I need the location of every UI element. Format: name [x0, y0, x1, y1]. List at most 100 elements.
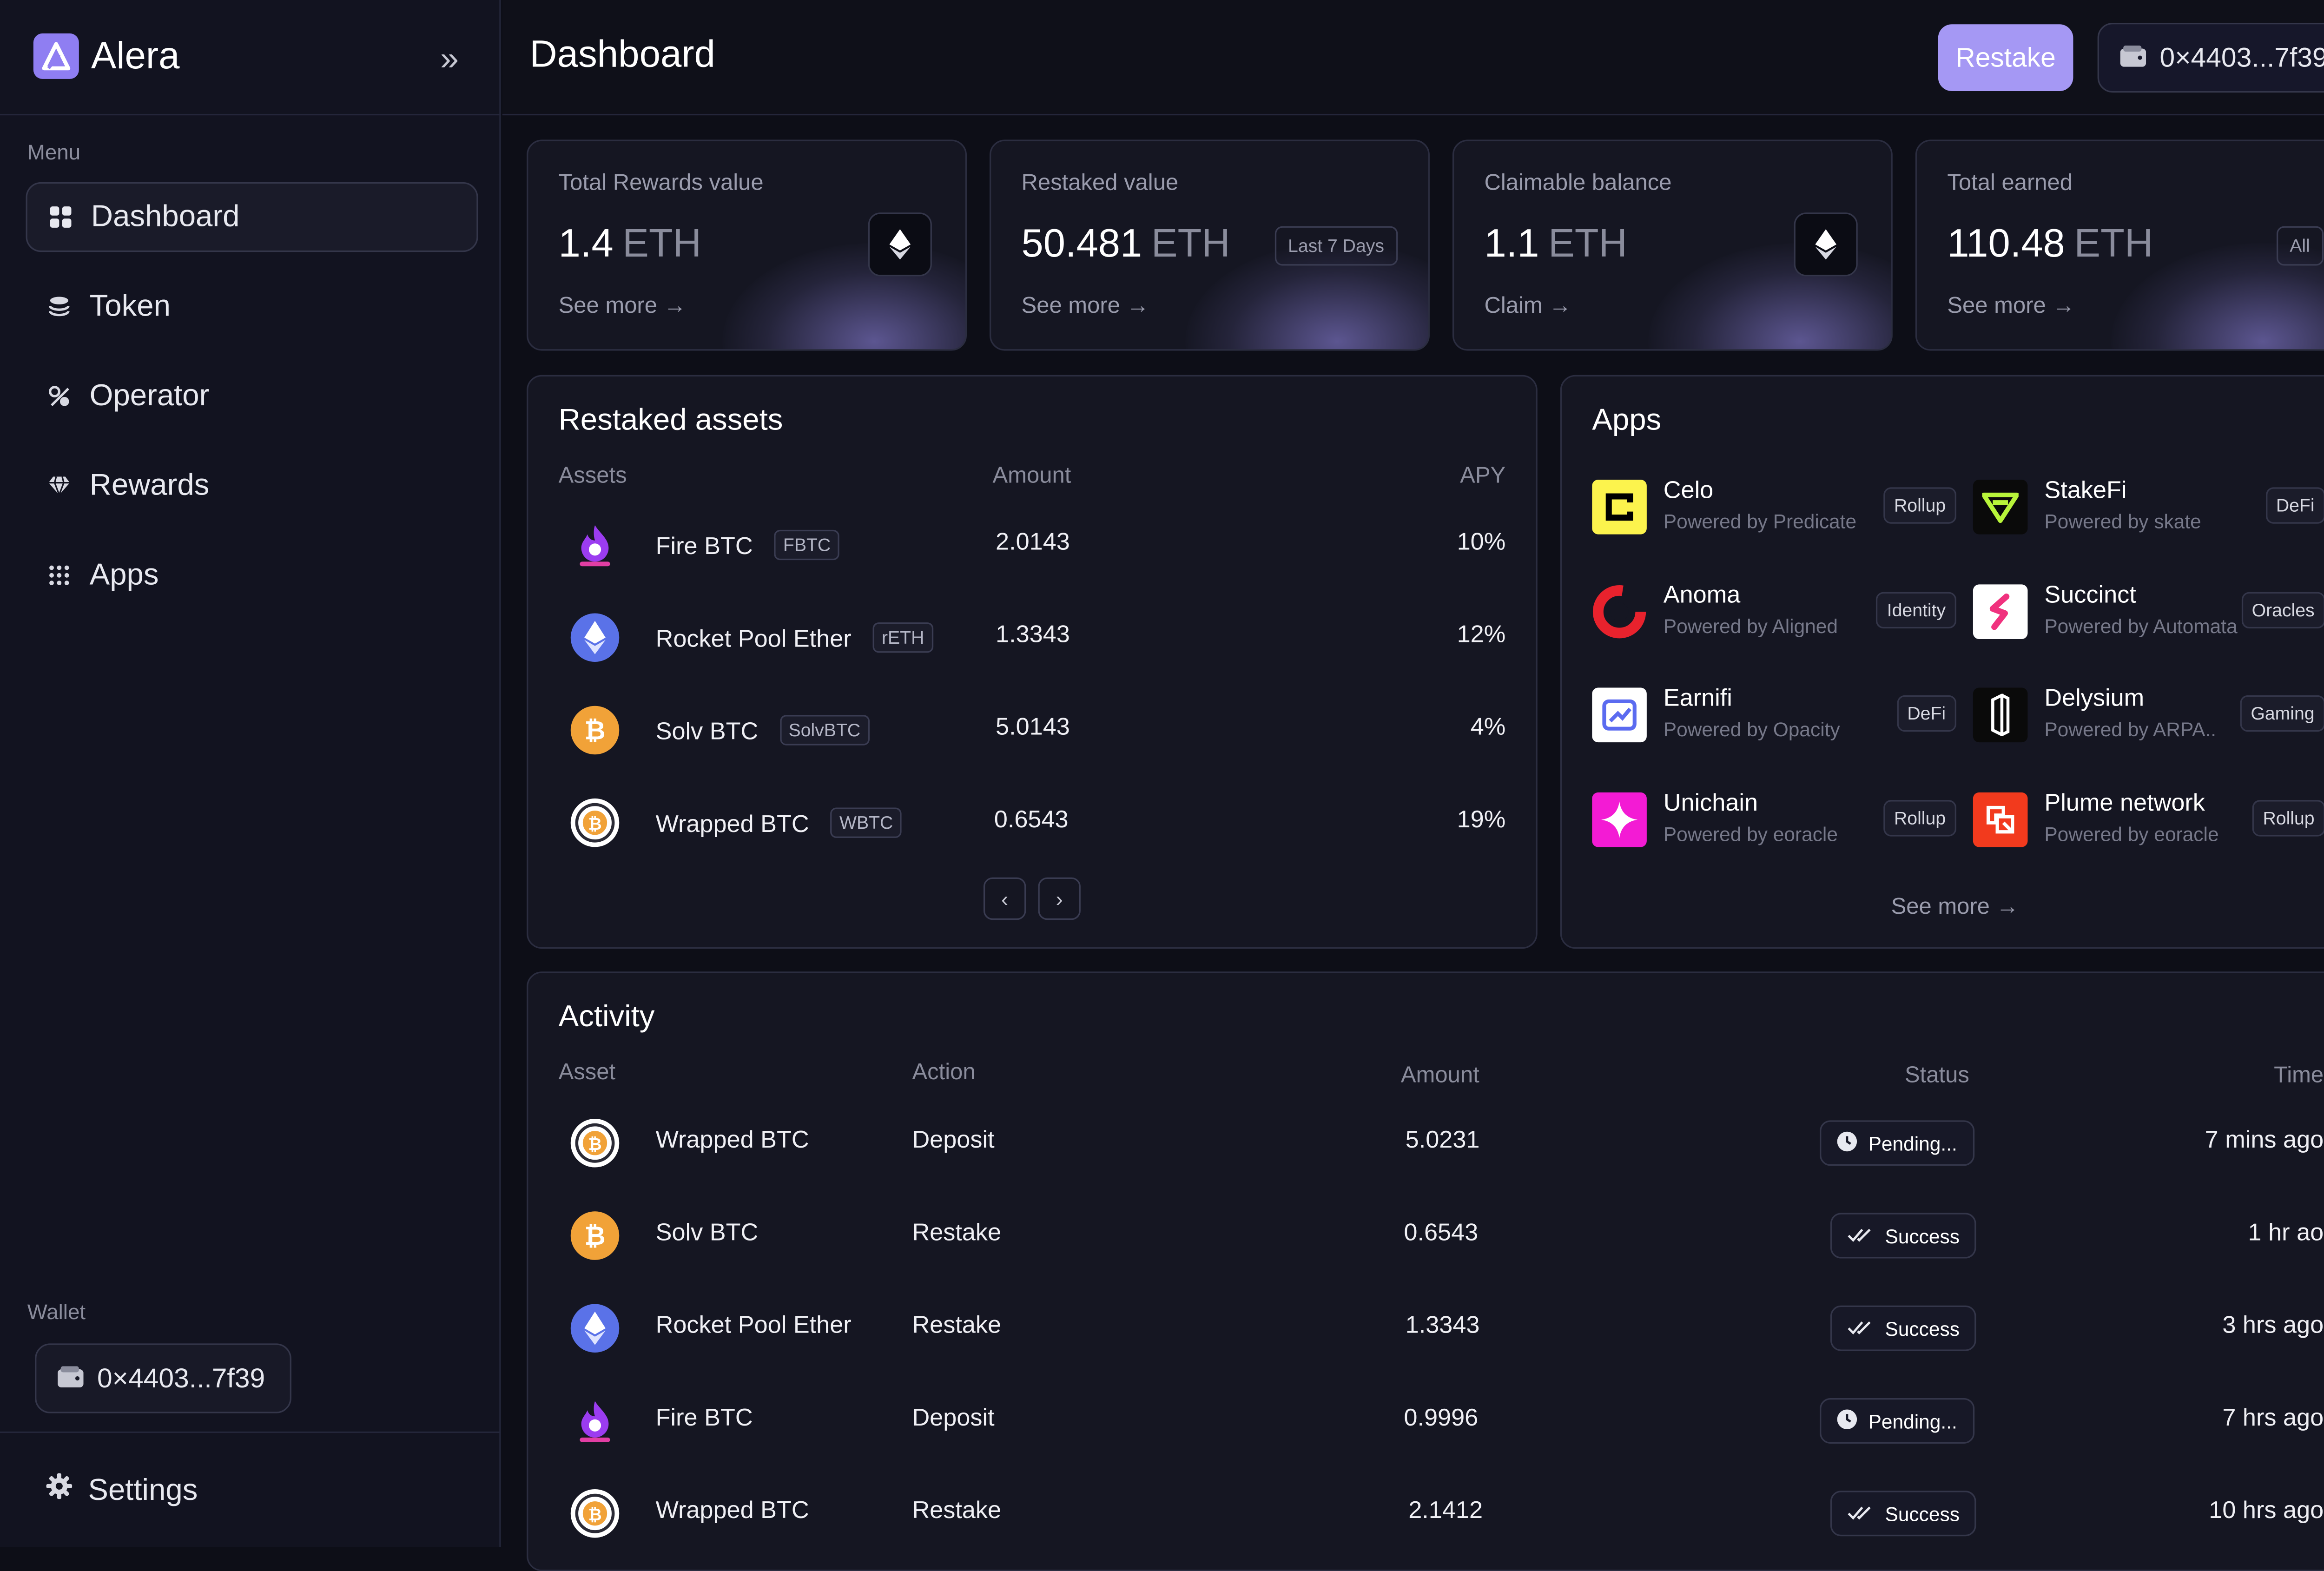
- stat-number: 110.48: [1947, 220, 2065, 266]
- app-item-anoma[interactable]: Anoma Powered by Aligned Identity: [1592, 577, 1956, 647]
- restake-button[interactable]: Restake: [1938, 24, 2073, 91]
- activity-time: 10 hrs ago: [2209, 1498, 2324, 1525]
- app-item-succinct[interactable]: Succinct Powered by Automata Oracles: [1973, 577, 2324, 647]
- asset-name: Fire BTC FBTC: [655, 529, 840, 562]
- column-header: APY: [1460, 463, 1506, 489]
- status-label: Pending...: [1868, 1409, 1957, 1432]
- sidebar-item-label: Token: [89, 289, 171, 323]
- asset-amount: 5.0143: [996, 715, 1070, 741]
- svg-text:₿: ₿: [588, 1135, 601, 1154]
- wallet-address-button[interactable]: 0×4403...7f39: [2097, 22, 2324, 93]
- sidebar-item-label: Rewards: [89, 468, 210, 502]
- status-badge: Pending...: [1820, 1120, 1974, 1166]
- activity-time: 1 hr ao: [2248, 1220, 2324, 1247]
- table-row[interactable]: ₿ Wrapped BTC Deposit 5.0231 Pending... …: [528, 1113, 2324, 1174]
- asset-name: Solv BTC SolvBTC: [656, 715, 870, 747]
- collapse-sidebar-icon[interactable]: »: [440, 39, 459, 78]
- activity-time: 7 mins ago: [2205, 1128, 2324, 1154]
- sidebar-item-apps[interactable]: Apps: [26, 541, 478, 610]
- stat-value: 110.48 ETH: [1947, 220, 2153, 267]
- sidebar-item-rewards[interactable]: Rewards: [26, 451, 478, 521]
- activity-asset: Rocket Pool Ether: [655, 1313, 852, 1339]
- sidebar-item-operator[interactable]: Operator: [26, 361, 478, 431]
- stat-unit: ETH: [1548, 220, 1627, 266]
- apps-see-more-link[interactable]: See more →: [1891, 894, 2019, 920]
- arrow-right-icon: →: [1996, 894, 2019, 920]
- app-name: Delysium: [2044, 686, 2145, 712]
- restaked-assets-panel: Restaked assets Assets Amount APY Fire B…: [527, 375, 1538, 949]
- apps-panel: Apps Celo Powered by Predicate Rollup St…: [1560, 375, 2324, 949]
- app-tag: Gaming: [2240, 695, 2324, 732]
- see-more-link[interactable]: See more →: [1947, 293, 2075, 319]
- app-item-delysium[interactable]: Delysium Powered by ARPA.. Gaming: [1973, 680, 2324, 750]
- stat-unit: ETH: [2074, 220, 2153, 266]
- app-provider: Powered by eoracle: [2044, 823, 2219, 846]
- sidebar-item-label: Apps: [89, 558, 159, 592]
- sidebar-item-dashboard[interactable]: Dashboard: [26, 182, 478, 252]
- table-row[interactable]: ₿ Wrapped BTC WBTC 0.6543 19%: [528, 792, 1536, 853]
- asset-name: Rocket Pool Ether rETH: [656, 622, 934, 654]
- column-header: Time: [2274, 1063, 2324, 1089]
- section-title: Activity: [558, 1000, 655, 1034]
- app-item-plume-network[interactable]: Plume network Powered by eoracle Rollup: [1973, 785, 2324, 855]
- activity-action: Deposit: [912, 1406, 995, 1432]
- stat-value: 1.4 ETH: [559, 220, 701, 267]
- double-check-icon: [1847, 1502, 1875, 1525]
- table-row[interactable]: ₿ Solv BTC Restake 0.6543 Success 1 hr a…: [528, 1205, 2324, 1266]
- app-provider: Powered by ARPA..: [2044, 718, 2217, 741]
- table-row[interactable]: Fire BTC Deposit 0.9996 Pending... 7 hrs…: [528, 1391, 2324, 1452]
- app-name: Plume network: [2044, 791, 2205, 817]
- wrapped-btc-icon: ₿: [570, 1119, 620, 1168]
- activity-asset: Wrapped BTC: [655, 1498, 809, 1525]
- database-icon: [47, 295, 71, 319]
- see-more-link[interactable]: See more →: [1022, 293, 1149, 319]
- asset-symbol: SolvBTC: [779, 715, 870, 746]
- column-header: Asset: [558, 1059, 616, 1086]
- arrow-right-icon: →: [1126, 293, 1149, 319]
- asset-label: Fire BTC: [655, 534, 753, 561]
- stat-unit: ETH: [622, 220, 702, 266]
- claim-link[interactable]: Claim →: [1484, 293, 1571, 319]
- app-provider: Powered by eoracle: [1663, 823, 1838, 846]
- ethereum-icon: [1794, 212, 1858, 277]
- see-more-link[interactable]: See more →: [559, 293, 687, 319]
- app-provider: Powered by Predicate: [1663, 510, 1857, 533]
- unichain-icon: [1592, 792, 1647, 847]
- activity-amount: 0.9996: [1404, 1406, 1479, 1432]
- app-name: StakeFi: [2044, 478, 2127, 504]
- app-item-stakefi[interactable]: StakeFi Powered by skate DeFi: [1973, 472, 2324, 542]
- asset-apy: 4%: [1470, 715, 1506, 741]
- status-badge: Success: [1830, 1491, 1976, 1537]
- logo[interactable]: Alera: [33, 33, 180, 79]
- period-filter[interactable]: All: [2276, 226, 2324, 266]
- next-page-button[interactable]: ›: [1038, 877, 1081, 920]
- activity-asset: Wrapped BTC: [655, 1128, 809, 1154]
- gear-icon: [46, 1472, 73, 1509]
- table-row[interactable]: ₿ Wrapped BTC Restake 2.1412 Success 10 …: [528, 1483, 2324, 1544]
- app-item-unichain[interactable]: Unichain Powered by eoracle Rollup: [1592, 785, 1956, 855]
- asset-apy: 19%: [1457, 807, 1506, 834]
- table-row[interactable]: Fire BTC FBTC 2.0143 10%: [528, 515, 1536, 575]
- table-row[interactable]: ₿ Solv BTC SolvBTC 5.0143 4%: [528, 700, 1536, 761]
- wrapped-btc-icon: ₿: [570, 798, 620, 847]
- status-badge: Pending...: [1820, 1398, 1974, 1444]
- prev-page-button[interactable]: ‹: [983, 877, 1026, 920]
- celo-icon: [1592, 480, 1647, 535]
- wallet-icon: [2120, 42, 2146, 74]
- column-header: Amount: [992, 463, 1071, 489]
- settings-button[interactable]: Settings: [46, 1472, 198, 1509]
- sidebar: Alera » Menu Dashboard Token Operator Re…: [0, 0, 501, 1547]
- period-filter[interactable]: Last 7 Days: [1274, 226, 1398, 266]
- app-item-earnifi[interactable]: Earnifi Powered by Opacity DeFi: [1592, 680, 1956, 750]
- sidebar-wallet-button[interactable]: 0×4403...7f39: [35, 1343, 291, 1413]
- app-item-celo[interactable]: Celo Powered by Predicate Rollup: [1592, 472, 1956, 542]
- link-label: See more: [558, 293, 658, 319]
- sidebar-item-token[interactable]: Token: [26, 272, 478, 342]
- table-row[interactable]: Rocket Pool Ether rETH 1.3343 12%: [528, 607, 1536, 668]
- stat-label: Total earned: [1947, 170, 2073, 196]
- app-tag: Identity: [1876, 592, 1956, 629]
- stat-label: Claimable balance: [1484, 170, 1672, 196]
- svg-text:₿: ₿: [584, 1221, 605, 1251]
- table-row[interactable]: Rocket Pool Ether Restake 1.3343 Success…: [528, 1298, 2324, 1359]
- asset-name: Wrapped BTC WBTC: [656, 807, 902, 840]
